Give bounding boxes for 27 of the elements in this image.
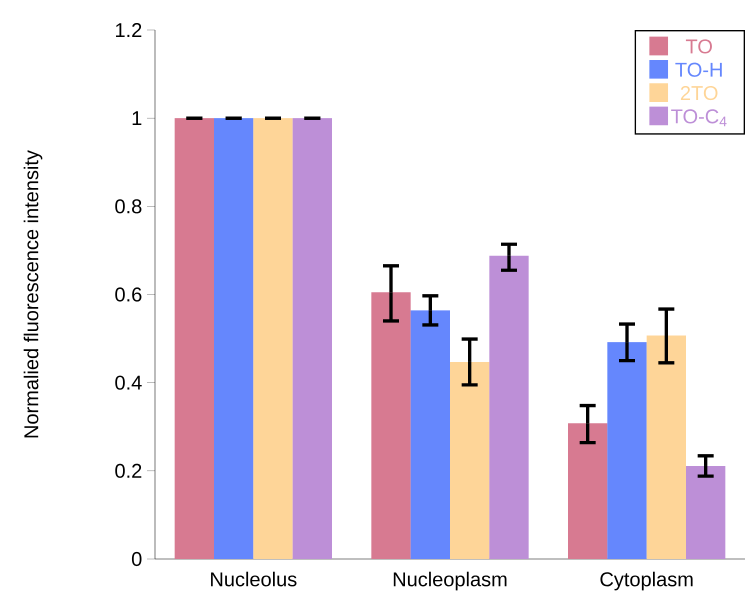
bar bbox=[174, 118, 214, 559]
y-tick-label: 0.4 bbox=[115, 376, 142, 390]
bar bbox=[450, 362, 490, 559]
bar bbox=[489, 256, 529, 559]
bar bbox=[568, 423, 608, 559]
legend-label: TO-C$_{4}$ bbox=[671, 109, 727, 126]
y-tick-label: 0.6 bbox=[115, 287, 142, 302]
bar bbox=[253, 118, 293, 559]
y-axis-title: Normalied fluorescence intensity bbox=[24, 150, 42, 438]
x-tick-label: Cytoplasm bbox=[600, 572, 693, 590]
bar bbox=[686, 466, 726, 559]
bar bbox=[214, 118, 254, 559]
legend-label: 2TO bbox=[680, 86, 718, 100]
legend-label: TO-H bbox=[675, 62, 722, 77]
bar bbox=[292, 118, 332, 559]
bar bbox=[607, 342, 647, 559]
y-tick-label: 1 bbox=[132, 111, 142, 126]
y-tick-label: 1.2 bbox=[116, 23, 142, 37]
y-tick-label: 0 bbox=[132, 552, 142, 566]
bar bbox=[646, 335, 686, 559]
bar bbox=[371, 292, 411, 559]
x-tick-label: Nucleoplasm bbox=[394, 572, 506, 590]
bar bbox=[410, 310, 450, 559]
y-tick-label: 0.2 bbox=[115, 464, 142, 478]
x-tick-label: Nucleolus bbox=[211, 572, 296, 586]
legend-label: TO bbox=[686, 39, 712, 54]
y-tick-label: 0.8 bbox=[115, 199, 142, 214]
